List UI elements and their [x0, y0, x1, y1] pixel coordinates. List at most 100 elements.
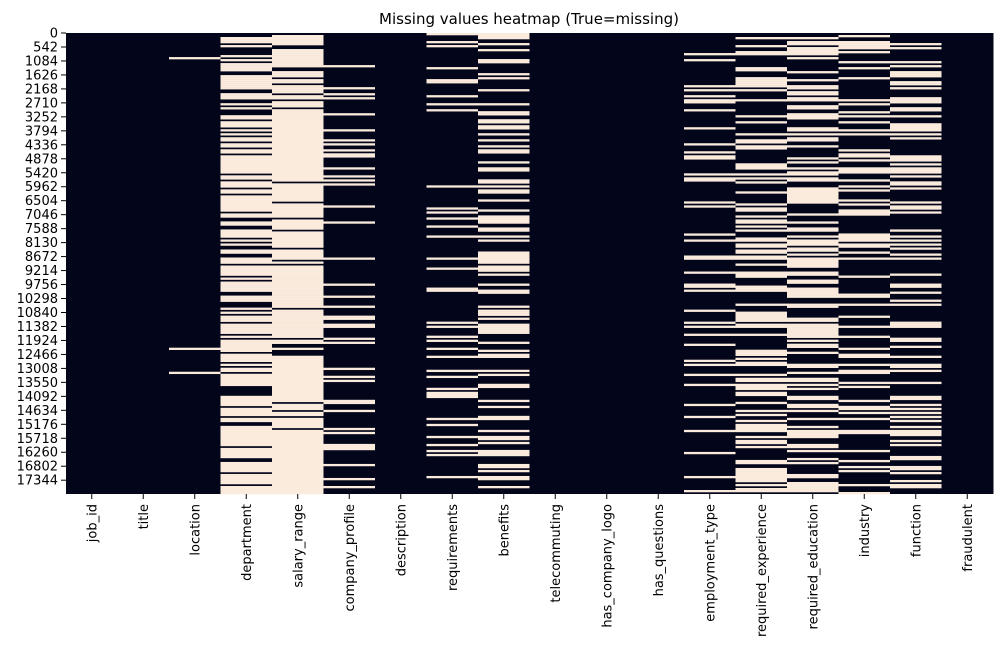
- missing-band-benefits: [478, 417, 530, 421]
- missing-band-function: [890, 485, 942, 489]
- missing-band-department: [220, 435, 273, 439]
- missing-band-employment_type: [684, 255, 736, 258]
- missing-band-salary_range: [272, 463, 324, 467]
- missing-band-department: [220, 203, 273, 206]
- missing-band-salary_range: [272, 59, 324, 62]
- missing-band-function: [890, 479, 942, 483]
- missing-band-required_experience: [735, 285, 788, 288]
- missing-band-industry: [838, 203, 891, 206]
- missing-band-function: [890, 283, 942, 286]
- missing-band-benefits: [478, 43, 530, 46]
- missing-band-required_experience: [735, 333, 788, 336]
- missing-band-department: [220, 271, 273, 274]
- missing-band-salary_range: [272, 413, 324, 417]
- missing-band-salary_range: [272, 437, 324, 441]
- x-tick-label-telecommuting: telecommuting: [549, 504, 564, 603]
- missing-band-salary_range: [272, 299, 324, 302]
- missing-band-required_experience: [735, 141, 788, 144]
- missing-band-required_experience: [735, 361, 788, 365]
- missing-band-industry: [838, 405, 891, 409]
- missing-band-industry: [838, 103, 891, 106]
- missing-band-benefits: [478, 235, 530, 238]
- x-tick-label-industry: industry: [858, 504, 873, 558]
- missing-band-employment_type: [684, 475, 736, 479]
- missing-band-salary_range: [272, 131, 324, 134]
- missing-band-salary_range: [272, 491, 324, 495]
- missing-band-salary_range: [272, 215, 324, 218]
- missing-band-department: [220, 417, 273, 421]
- missing-band-salary_range: [272, 139, 324, 142]
- missing-band-department: [220, 409, 273, 413]
- missing-band-required_education: [787, 293, 839, 296]
- missing-band-function: [890, 81, 942, 84]
- missing-band-benefits: [478, 49, 530, 52]
- missing-band-salary_range: [272, 385, 324, 389]
- missing-band-benefits: [478, 33, 530, 36]
- missing-band-industry: [838, 353, 891, 356]
- missing-band-requirements: [426, 453, 479, 457]
- missing-band-salary_range: [272, 221, 324, 224]
- missing-band-function: [890, 187, 942, 190]
- missing-band-benefits: [478, 269, 530, 272]
- missing-band-function: [890, 115, 942, 118]
- y-tick-label: 14092: [17, 390, 58, 405]
- missing-band-required_education: [787, 227, 839, 230]
- missing-band-department: [220, 77, 273, 80]
- missing-band-required_education: [787, 281, 839, 284]
- missing-band-required_education: [787, 325, 839, 328]
- missing-band-department: [220, 363, 273, 367]
- missing-band-department: [220, 323, 273, 326]
- missing-band-benefits: [478, 289, 530, 292]
- missing-band-company_profile: [323, 175, 376, 178]
- missing-band-required_experience: [735, 115, 788, 118]
- missing-band-required_experience: [735, 85, 788, 88]
- y-tick-label: 9756: [25, 278, 58, 293]
- missing-band-benefits: [478, 399, 530, 403]
- missing-band-benefits: [478, 221, 530, 224]
- missing-band-salary_range: [272, 293, 324, 296]
- missing-band-salary_range: [272, 335, 324, 338]
- missing-band-required_education: [787, 487, 839, 491]
- missing-band-function: [890, 455, 942, 459]
- missing-band-salary_range: [272, 157, 324, 160]
- missing-band-requirements: [426, 267, 479, 270]
- missing-band-department: [220, 139, 273, 142]
- missing-band-benefits: [478, 313, 530, 316]
- missing-band-required_experience: [735, 319, 788, 322]
- y-tick-label: 5962: [25, 180, 58, 195]
- missing-band-required_education: [787, 197, 839, 200]
- missing-band-salary_range: [272, 275, 324, 278]
- missing-band-function: [890, 207, 942, 210]
- missing-band-company_profile: [323, 379, 376, 383]
- missing-band-required_education: [787, 57, 839, 60]
- missing-band-salary_range: [272, 91, 324, 94]
- missing-band-function: [890, 65, 942, 68]
- missing-band-salary_range: [272, 313, 324, 316]
- y-tick-label: 7588: [25, 222, 58, 237]
- missing-band-required_experience: [735, 81, 788, 84]
- x-tick-label-salary_range: salary_range: [291, 504, 306, 588]
- missing-band-department: [220, 281, 273, 284]
- missing-band-company_profile: [323, 463, 376, 467]
- missing-band-required_experience: [735, 445, 788, 449]
- missing-band-salary_range: [272, 179, 324, 182]
- missing-band-department: [220, 283, 273, 286]
- missing-band-function: [890, 181, 942, 184]
- missing-band-department: [220, 357, 273, 361]
- missing-band-company_profile: [323, 87, 376, 90]
- missing-band-required_experience: [735, 255, 788, 258]
- missing-band-company_profile: [323, 149, 376, 152]
- missing-band-benefits: [478, 291, 530, 294]
- missing-band-company_profile: [323, 183, 376, 186]
- missing-band-company_profile: [323, 155, 376, 158]
- missing-band-department: [220, 273, 273, 276]
- missing-band-required_education: [787, 303, 839, 306]
- missing-band-department: [220, 465, 273, 469]
- missing-band-industry: [838, 257, 891, 260]
- missing-band-company_profile: [323, 317, 376, 320]
- missing-band-required_experience: [735, 53, 788, 56]
- missing-band-benefits: [478, 239, 530, 242]
- missing-band-function: [890, 345, 942, 348]
- missing-band-company_profile: [323, 431, 376, 435]
- missing-band-required_education: [787, 43, 839, 46]
